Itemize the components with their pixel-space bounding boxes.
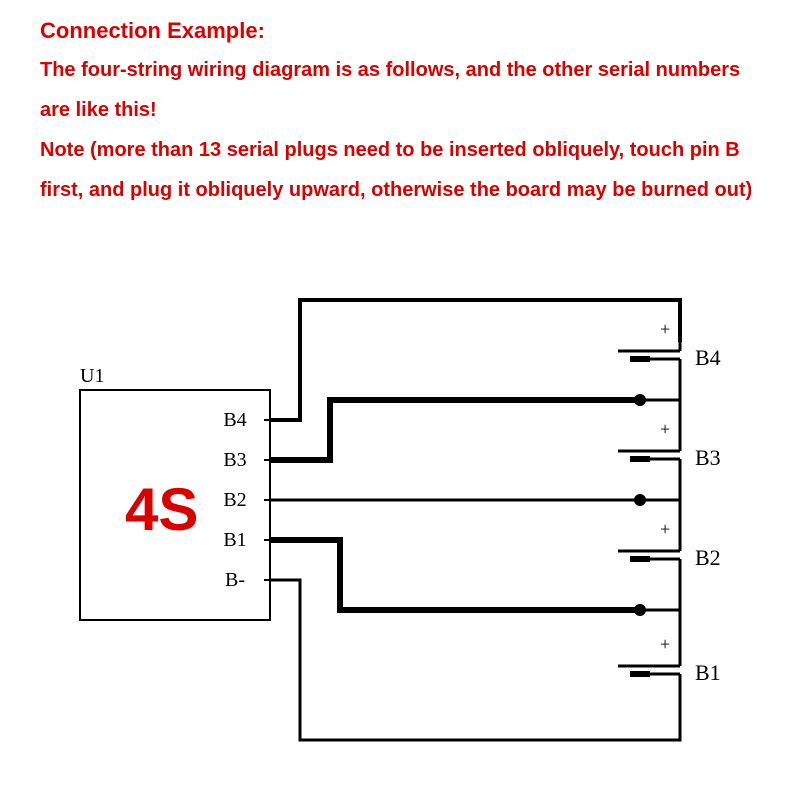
module-label: U1	[80, 365, 104, 387]
plus-icon: +	[660, 419, 670, 439]
battery-label-B3: B3	[695, 445, 721, 470]
module-center-text: 4S	[125, 476, 198, 543]
battery-label-B4: B4	[695, 345, 721, 370]
node-0	[634, 394, 646, 406]
plus-icon: +	[660, 319, 670, 339]
node-2	[634, 604, 646, 616]
wire-7	[640, 468, 680, 500]
plus-icon: +	[660, 519, 670, 539]
plus-icon: +	[660, 634, 670, 654]
battery-label-B1: B1	[695, 660, 721, 685]
wire-1	[270, 400, 640, 460]
description-paragraph: The four-string wiring diagram is as fol…	[40, 50, 760, 210]
wire-5	[640, 368, 680, 400]
wire-3	[270, 540, 640, 610]
wire-4	[270, 580, 680, 740]
pin-label-B4: B4	[223, 409, 246, 431]
pin-label-B3: B3	[223, 449, 246, 471]
pin-label-B-: B-	[225, 569, 245, 591]
pin-label-B2: B2	[223, 489, 246, 511]
wire-9	[640, 568, 680, 610]
battery-label-B2: B2	[695, 545, 721, 570]
title: Connection Example:	[40, 18, 265, 44]
pin-label-B1: B1	[223, 529, 246, 551]
node-1	[634, 494, 646, 506]
wiring-diagram: U1 4S B4 B3 B2 B1 B- B4 + B3 + B2 + B1 +	[0, 270, 800, 800]
